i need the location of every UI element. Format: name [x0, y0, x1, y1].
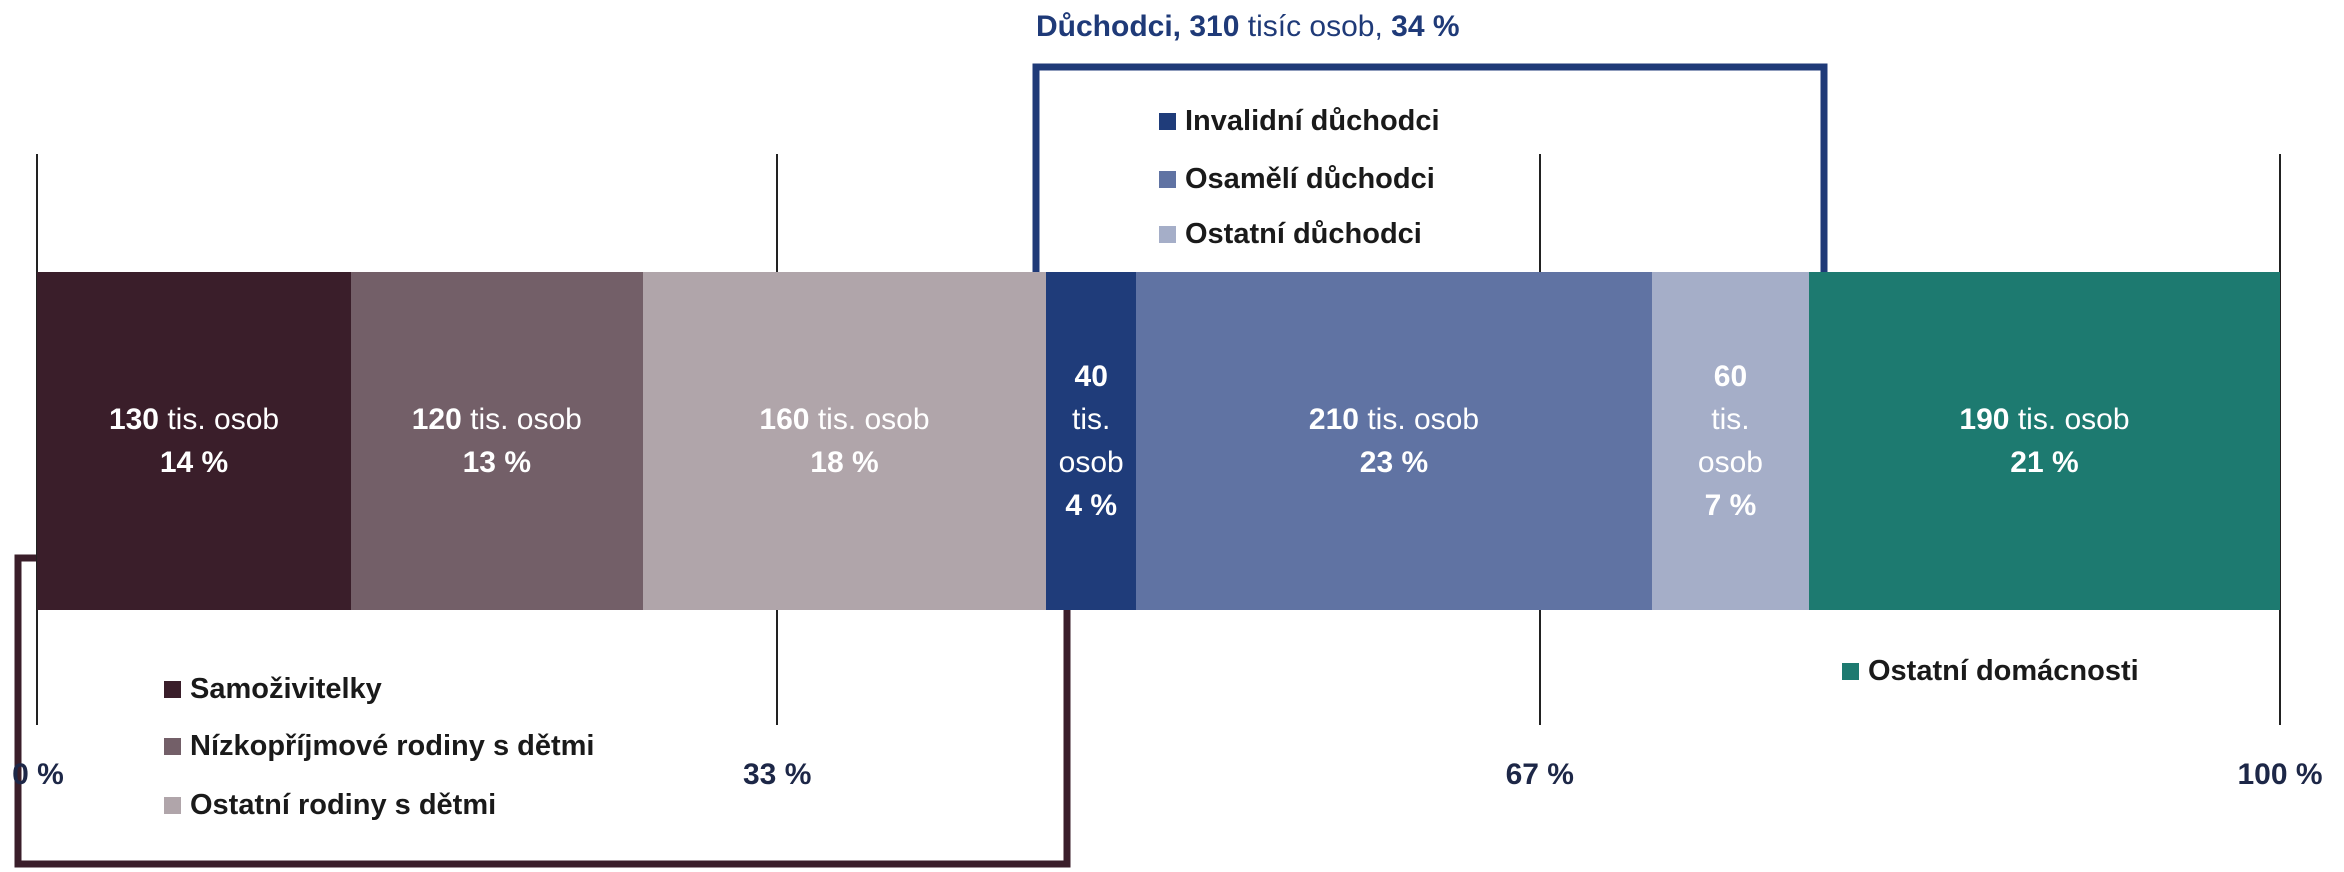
- legend-entry: Invalidní důchodci: [1159, 105, 1440, 138]
- legend-swatch: [164, 797, 181, 814]
- group-label-part: 34 %: [1391, 10, 1460, 43]
- legend-label: Invalidní důchodci: [1185, 105, 1440, 137]
- value-number: 190: [1959, 403, 2010, 436]
- value-unit: tis. osob: [167, 403, 280, 436]
- legend-swatch: [1159, 171, 1176, 188]
- tick-label: 0 %: [12, 758, 64, 791]
- legend-entry: Ostatní rodiny s dětmi: [164, 789, 496, 822]
- value-unit: tis. osob: [1367, 403, 1480, 436]
- value-unit: tis. osob: [470, 403, 582, 436]
- legend-swatch: [1159, 226, 1176, 243]
- tick-line: [2279, 154, 2281, 725]
- tick-label: 67 %: [1505, 758, 1574, 791]
- segment-value: 160 tis. osob: [759, 398, 929, 441]
- value-number: 120: [411, 403, 462, 436]
- share-label: 13 %: [462, 446, 531, 479]
- segment-value: 40 tis. osob: [1059, 355, 1124, 484]
- tick-label: 100 %: [2237, 758, 2323, 791]
- bar-segment: 120 tis. osob 13 %: [351, 272, 643, 610]
- value-unit: tis. osob: [2017, 403, 2130, 436]
- value-unit: tis. osob: [1058, 403, 1124, 479]
- share-label: 7 %: [1704, 489, 1757, 522]
- legend-label: Ostatní domácnosti: [1868, 655, 2139, 687]
- legend-label: Osamělí důchodci: [1185, 163, 1435, 195]
- segment-value: 130 tis. osob: [109, 398, 279, 441]
- legend-swatch: [1842, 663, 1859, 680]
- segment-value: 60 tis. osob: [1698, 355, 1763, 484]
- value-number: 160: [759, 403, 810, 436]
- value-unit: tis. osob: [817, 403, 930, 436]
- bar-segment: 160 tis. osob 18 %: [642, 272, 1047, 610]
- legend-entry: Samoživitelky: [164, 673, 382, 706]
- share-label: 4 %: [1065, 489, 1118, 522]
- segment-value: 210 tis. osob: [1309, 398, 1479, 441]
- value-number: 210: [1308, 403, 1359, 436]
- legend-entry: Ostatní důchodci: [1159, 218, 1422, 251]
- segment-value: 190 tis. osob: [1959, 398, 2129, 441]
- legend-label: Ostatní důchodci: [1185, 218, 1422, 250]
- legend-swatch: [164, 738, 181, 755]
- group-label-part: tisíc osob,: [1247, 10, 1383, 43]
- legend-label: Nízkopříjmové rodiny s dětmi: [190, 730, 595, 762]
- segment-value: 120 tis. osob: [412, 398, 582, 441]
- tick-label: 33 %: [742, 758, 812, 791]
- share-label: 21 %: [2010, 446, 2079, 479]
- share-label: 14 %: [159, 446, 229, 479]
- legend-entry: Ostatní domácnosti: [1842, 655, 2139, 688]
- bar-segment: 40 tis. osob 4 %: [1046, 272, 1137, 610]
- group-label-part: Důchodci, 310: [1036, 10, 1240, 43]
- legend-entry: Osamělí důchodci: [1159, 163, 1435, 196]
- value-number: 60: [1713, 360, 1748, 393]
- bar-segment: 210 tis. osob 23 %: [1136, 272, 1652, 610]
- value-unit: tis. osob: [1697, 403, 1763, 479]
- group-label: Důchodci, 310 tisíc osob, 34 %: [1036, 10, 1460, 44]
- share-label: 18 %: [810, 446, 879, 479]
- legend-label: Samoživitelky: [190, 673, 382, 705]
- legend-entry: Nízkopříjmové rodiny s dětmi: [164, 730, 594, 763]
- legend-label: Ostatní rodiny s dětmi: [190, 789, 497, 821]
- legend-swatch: [164, 681, 181, 698]
- bar-segment: 130 tis. osob 14 %: [37, 272, 352, 610]
- value-number: 40: [1074, 360, 1108, 393]
- bar-segment: 190 tis. osob 21 %: [1808, 272, 2280, 610]
- share-label: 23 %: [1359, 446, 1429, 479]
- value-number: 130: [108, 403, 159, 436]
- legend-swatch: [1159, 113, 1176, 130]
- bar-segment: 60 tis. osob 7 %: [1651, 272, 1809, 610]
